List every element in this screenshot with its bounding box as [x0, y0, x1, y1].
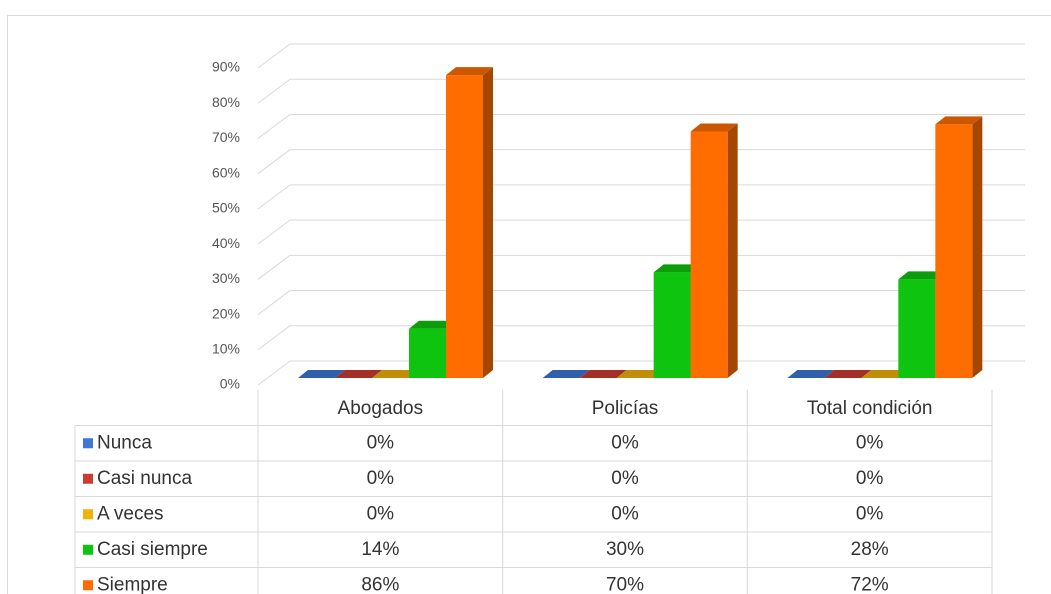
- legend-key: [83, 509, 93, 520]
- bar: [690, 131, 728, 378]
- table-value: 86%: [361, 574, 399, 594]
- table-value: 72%: [851, 574, 889, 594]
- bar-top: [298, 370, 345, 378]
- bar-top: [898, 271, 946, 280]
- table-value: 30%: [606, 539, 644, 560]
- table-value: 0%: [367, 468, 395, 489]
- bar-side: [727, 123, 738, 378]
- y-tick-label: 10%: [212, 340, 240, 356]
- category-label: Total condición: [807, 398, 933, 419]
- bar-top: [653, 264, 701, 273]
- bar-top: [579, 370, 627, 378]
- y-tick-label: 90%: [212, 59, 240, 75]
- table-value: 70%: [606, 574, 644, 594]
- table-value: 0%: [611, 503, 639, 524]
- bar-top: [335, 370, 382, 378]
- bar: [935, 124, 973, 379]
- table-value: 0%: [367, 503, 395, 524]
- bar-top: [861, 370, 909, 378]
- table-value: 28%: [851, 539, 889, 560]
- grid-line: [257, 114, 291, 139]
- y-tick-label: 60%: [212, 164, 240, 180]
- grid-line: [257, 43, 291, 69]
- legend-key: [83, 438, 93, 449]
- y-tick-label: 70%: [212, 129, 240, 145]
- bar-side: [483, 67, 493, 378]
- bar-top: [372, 370, 419, 378]
- table-value: 0%: [856, 432, 884, 453]
- bar-top: [409, 320, 456, 329]
- table-value: 14%: [361, 539, 399, 560]
- category-label: Policías: [592, 398, 659, 419]
- legend-label: A veces: [97, 503, 164, 524]
- legend-key: [83, 580, 93, 591]
- table-value: 0%: [856, 468, 884, 489]
- y-tick-label: 30%: [212, 270, 240, 286]
- bar-top: [935, 116, 983, 125]
- bar: [409, 328, 446, 378]
- bar-top: [542, 370, 590, 378]
- bar-top: [616, 370, 664, 378]
- legend-label: Casi siempre: [97, 539, 208, 560]
- grid-line: [257, 184, 291, 210]
- table-value: 0%: [611, 468, 639, 489]
- grid-line: [257, 360, 291, 386]
- grid-line: [257, 149, 291, 175]
- legend-label: Siempre: [97, 574, 168, 594]
- grid-line: [257, 290, 291, 315]
- y-tick-label: 40%: [212, 235, 240, 251]
- category-label: Abogados: [338, 398, 424, 419]
- bar-top: [446, 67, 493, 76]
- legend-label: Casi nunca: [97, 468, 192, 489]
- legend-key: [83, 473, 93, 484]
- y-tick-label: 20%: [212, 305, 240, 321]
- y-tick-label: 80%: [212, 94, 240, 110]
- bar-top: [824, 370, 872, 378]
- grid-line: [257, 325, 291, 351]
- frame: [7, 15, 1051, 594]
- y-tick-label: 50%: [212, 200, 240, 216]
- grid-line: [257, 219, 291, 245]
- y-tick-label: 0%: [220, 376, 240, 392]
- grid-line: [257, 254, 291, 280]
- table-value: 0%: [611, 432, 639, 453]
- bar-top: [787, 370, 835, 378]
- legend-key: [83, 544, 93, 555]
- table-value: 0%: [856, 503, 884, 524]
- bar-side: [972, 116, 983, 379]
- bar: [653, 272, 691, 378]
- legend-label: Nunca: [97, 432, 152, 453]
- bar: [446, 75, 483, 378]
- table-value: 0%: [367, 432, 395, 453]
- bar-top: [690, 123, 738, 132]
- grid-line: [257, 78, 291, 104]
- bar: [898, 279, 936, 378]
